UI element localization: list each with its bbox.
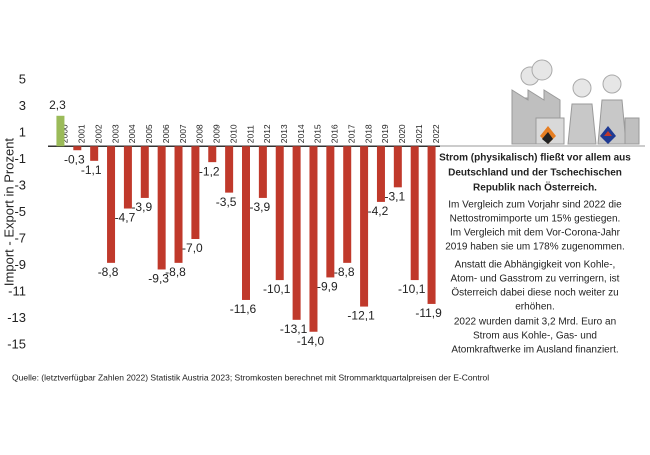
x-tick-label: 2020 [397, 124, 407, 143]
bar [258, 146, 267, 198]
y-tick-label: -13 [7, 310, 26, 325]
value-label: -11,9 [415, 306, 442, 320]
bar [157, 146, 166, 270]
y-axis-label: Import - Export in Prozent [1, 138, 16, 286]
bar [107, 146, 116, 263]
x-tick-label: 2014 [296, 124, 306, 143]
value-label: -9,3 [148, 272, 169, 286]
x-tick-label: 2006 [161, 124, 171, 143]
value-label: -4,2 [368, 204, 389, 218]
value-label: -3,5 [216, 195, 237, 209]
x-tick-label: 2015 [313, 124, 323, 143]
bar [292, 146, 301, 320]
bar [225, 146, 234, 193]
note-line: Atomkraftwerke im Ausland finanziert. [451, 345, 618, 356]
note-line: Strom aus Kohle-, Gas- und [473, 331, 597, 342]
note-line: Atom- und Gasstrom zu verringern, ist [451, 274, 620, 285]
bar [56, 115, 65, 147]
x-tick-label: 2004 [127, 124, 137, 143]
value-label: -14,0 [297, 334, 325, 348]
y-tick-label: -5 [14, 204, 26, 219]
bar [208, 146, 217, 163]
x-tick-label: 2016 [330, 124, 340, 143]
bar [376, 146, 385, 202]
y-tick-label: 1 [19, 124, 26, 139]
bar [343, 146, 352, 263]
x-tick-label: 2002 [93, 124, 103, 143]
value-label: -3,9 [250, 200, 271, 214]
bar [326, 146, 335, 278]
note-line: Im Vergleich zum Vorjahr sind 2022 die [448, 200, 622, 211]
note-line: Nettostromimporte um 15% gestiegen. [450, 214, 621, 225]
value-label: -1,2 [199, 164, 220, 178]
source: Quelle: (letztverfügbar Zahlen 2022) Sta… [12, 372, 489, 382]
x-tick-label: 2021 [414, 124, 424, 143]
x-tick-label: 2017 [346, 124, 356, 143]
bar [275, 146, 284, 281]
x-tick-label: 2012 [262, 124, 272, 143]
bar [410, 146, 419, 281]
x-tick-label: 2008 [195, 124, 205, 143]
value-label: -8,8 [334, 265, 355, 279]
x-tick-label: 2007 [178, 124, 188, 143]
value-label: -8,8 [98, 265, 119, 279]
value-label: -11,6 [230, 302, 257, 316]
y-tick-label: -1 [14, 151, 26, 166]
x-tick-label: 2009 [212, 124, 222, 143]
x-tick-label: 2011 [245, 125, 255, 144]
note-heading: Strom (physikalisch) fließt vor allem au… [439, 153, 631, 164]
bar [140, 146, 149, 198]
y-tick-label: 3 [19, 98, 26, 113]
bar [191, 146, 200, 239]
note-heading: Republik nach Österreich. [473, 181, 597, 194]
y-tick-label: -3 [14, 177, 26, 192]
value-label: -7,0 [182, 241, 203, 255]
x-tick-label: 2010 [228, 124, 238, 143]
y-tick-label: 5 [19, 71, 26, 86]
value-label: -9,9 [317, 280, 338, 294]
bar [123, 146, 132, 209]
note-line: Anstatt die Abhängigkeit von Kohle-, [455, 260, 616, 271]
note-line: Österreich dabei diese noch weiter zu [451, 287, 618, 299]
value-label: -1,1 [81, 163, 102, 177]
value-label: -10,1 [398, 282, 426, 296]
x-tick-label: 2001 [77, 124, 87, 143]
value-label: -4,7 [115, 211, 136, 225]
note-line: erhöhen. [515, 302, 554, 313]
y-tick-label: -9 [14, 257, 26, 272]
value-label: -12,1 [347, 309, 375, 323]
value-label: -10,1 [263, 282, 291, 296]
value-label: 2,3 [49, 98, 66, 112]
note-line: 2019 haben sie um 178% zugenommen. [445, 242, 625, 253]
value-label: -8,8 [165, 265, 186, 279]
bar [427, 146, 436, 304]
x-tick-label: 2019 [380, 124, 390, 143]
x-tick-label: 2018 [363, 124, 373, 143]
bar [90, 146, 99, 161]
x-tick-label: 2022 [431, 124, 441, 143]
note-heading: Deutschland und der Tschechischen [448, 168, 622, 179]
x-tick-label: 2000 [60, 124, 70, 143]
value-label: -3,9 [131, 200, 152, 214]
value-label: -3,1 [384, 189, 405, 203]
x-tick-label: 2003 [110, 124, 120, 143]
y-tick-label: -15 [7, 336, 26, 351]
bar [309, 146, 318, 332]
factory-illustration [511, 59, 640, 145]
bar [174, 146, 183, 263]
bar [360, 146, 369, 307]
x-tick-label: 2005 [144, 124, 154, 143]
bar [73, 146, 82, 151]
note-line: 2022 wurden damit 3,2 Mrd. Euro an [454, 317, 616, 328]
y-tick-label: -11 [8, 283, 26, 298]
value-label: -0,3 [64, 152, 85, 166]
value-label: -13,1 [280, 322, 308, 336]
y-tick-label: -7 [14, 230, 26, 245]
bar [393, 146, 402, 188]
note-line: Im Vergleich mit dem Vor-Corona-Jahr [450, 228, 621, 239]
x-tick-label: 2013 [279, 124, 289, 143]
bar [242, 146, 250, 300]
